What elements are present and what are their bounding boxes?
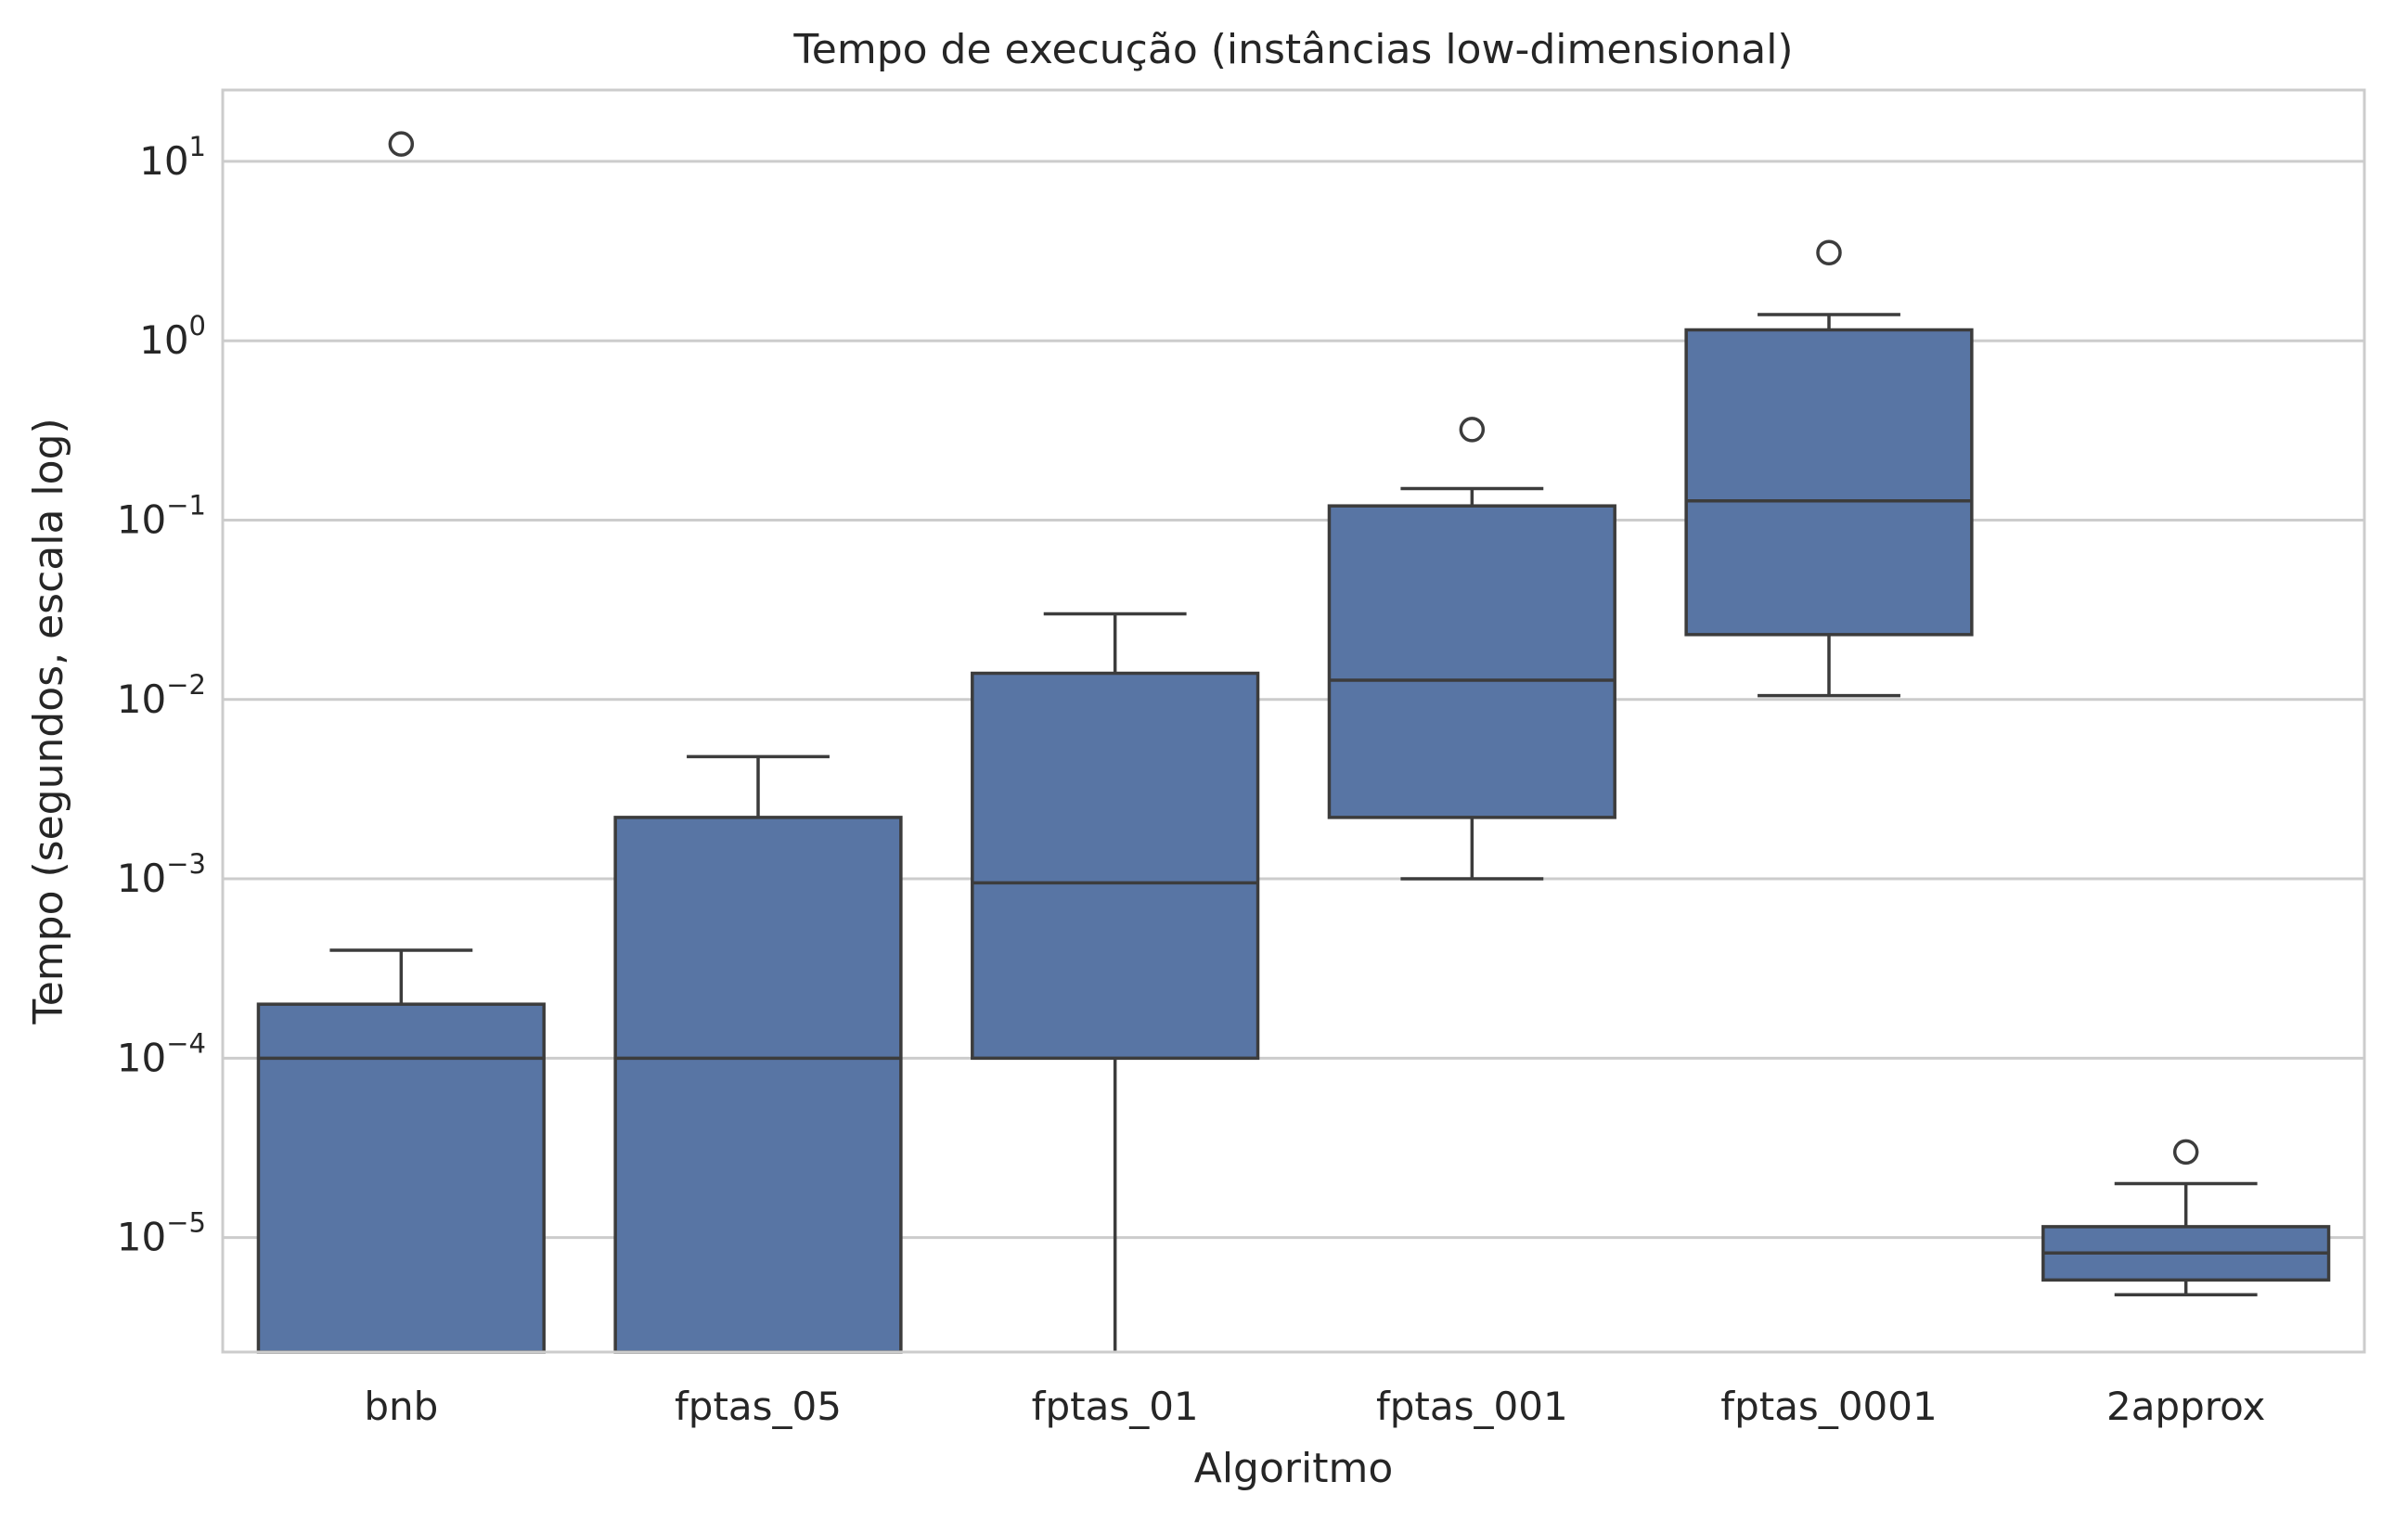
outlier-point xyxy=(1816,239,1842,265)
y-tick-label: 10−1 xyxy=(117,489,206,542)
x-tick-label: bnb xyxy=(364,1384,438,1429)
x-tick-label: fptas_01 xyxy=(1032,1384,1199,1429)
y-tick-label: 101 xyxy=(139,131,206,184)
box-iqr xyxy=(256,1002,546,1354)
box-iqr xyxy=(1327,504,1616,819)
outlier-point xyxy=(2172,1139,2199,1166)
x-tick-label: 2approx xyxy=(2106,1384,2265,1429)
x-tick-label: fptas_05 xyxy=(675,1384,842,1429)
x-tick-label: fptas_0001 xyxy=(1720,1384,1937,1429)
x-tick-label: fptas_001 xyxy=(1376,1384,1568,1429)
y-axis-ticks: 10−5 10−4 10−3 10−2 10−1 100 101 xyxy=(117,131,206,1260)
box-fptas_0001 xyxy=(1684,239,1974,698)
box-fptas_01 xyxy=(971,612,1260,1352)
outlier-point xyxy=(388,131,415,157)
plot-frame xyxy=(221,88,2366,1354)
box-fptas_05 xyxy=(613,754,903,1354)
grid-lines xyxy=(223,160,2364,1240)
y-tick-label: 10−5 xyxy=(117,1207,206,1260)
box-2approx xyxy=(2041,1139,2331,1296)
box-fptas_001 xyxy=(1327,417,1616,881)
box-iqr xyxy=(971,671,1260,1061)
y-tick-label: 10−2 xyxy=(117,669,206,722)
y-axis-label: Tempo (segundos, escala log) xyxy=(25,418,72,1024)
y-tick-label: 100 xyxy=(139,310,206,363)
box-series xyxy=(256,131,2331,1354)
y-tick-label: 10−3 xyxy=(117,848,206,901)
box-bnb xyxy=(256,131,546,1354)
box-iqr xyxy=(1684,328,1974,637)
outlier-point xyxy=(1459,417,1486,443)
x-axis-label: Algoritmo xyxy=(1194,1445,1394,1492)
box-iqr xyxy=(613,816,903,1354)
chart-title: Tempo de execução (instâncias low-dimens… xyxy=(792,26,1793,73)
y-tick-label: 10−4 xyxy=(117,1027,206,1080)
x-axis-ticks: bnb fptas_05 fptas_01 fptas_001 fptas_0001 2a… xyxy=(364,1384,2265,1429)
